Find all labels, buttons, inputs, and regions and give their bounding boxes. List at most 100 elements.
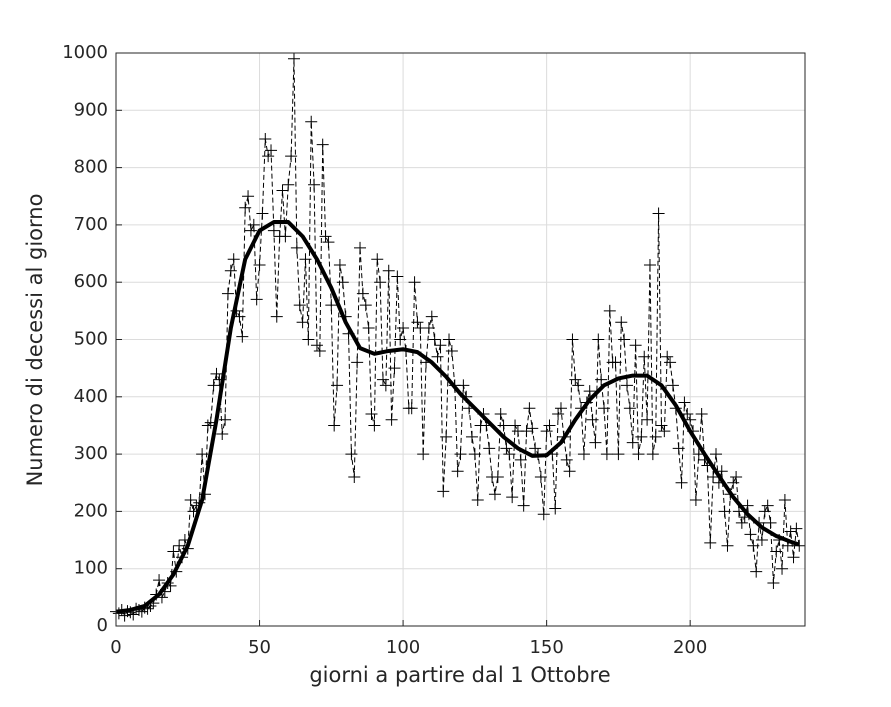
x-tick-label: 200 [673,637,707,658]
x-tick-label: 100 [386,637,420,658]
data-point [598,402,611,415]
data-point [595,373,608,386]
data-point [374,276,387,289]
data-point [618,333,631,346]
y-tick-label: 500 [74,329,108,350]
data-point [201,419,214,432]
data-point [569,373,582,386]
data-point [778,493,791,506]
data-point [454,448,467,461]
data-point [408,276,421,289]
data-point [638,350,651,363]
y-tick-label: 200 [74,500,108,521]
data-point [664,356,677,369]
data-point [626,436,639,449]
marks [110,52,806,622]
data-point [431,350,444,363]
data-point [308,178,321,191]
data-point [333,259,346,272]
data-point [388,362,401,375]
data-point [167,545,180,558]
data-point [600,448,613,461]
data-point [603,304,616,317]
data-point [224,264,237,277]
data-point [422,322,435,335]
data-point [689,493,702,506]
data-point [483,442,496,455]
data-point [704,536,717,549]
data-point [707,471,720,484]
data-point [293,299,306,312]
data-point [787,551,800,564]
data-point [437,485,450,498]
data-point [368,419,381,432]
data-point [262,150,275,163]
data-point [503,448,516,461]
data-point [227,253,240,266]
data-point [761,499,774,512]
data-point [629,339,642,352]
data-point [615,316,628,329]
data-point [549,502,562,515]
data-point [196,448,209,461]
data-point [345,448,358,461]
data-point [331,379,344,392]
data-point [279,230,292,243]
data-point [428,333,441,346]
data-point [348,471,361,484]
data-point [776,562,789,575]
data-point [356,287,369,300]
data-point [666,379,679,392]
data-point [313,344,326,357]
data-point [359,299,372,312]
data-point [735,516,748,529]
data-point [517,499,530,512]
data-point [534,471,547,484]
data-point [793,539,806,552]
data-point [741,499,754,512]
data-point [621,379,634,392]
data-point [153,574,166,587]
data-point [417,448,430,461]
data-point [465,430,478,443]
data-point [755,534,768,547]
y-tick-label: 400 [74,386,108,407]
data-point [540,425,553,438]
data-point [219,413,232,426]
data-point [589,436,602,449]
data-point [290,241,303,254]
data-point [537,508,550,521]
data-point [259,132,272,145]
data-point [216,428,229,441]
data-point [236,330,249,343]
data-point [509,419,522,432]
data-point [207,379,220,392]
data-point [371,253,384,266]
data-point [646,448,659,461]
data-point [173,539,186,552]
data-point [354,241,367,254]
y-tick-label: 300 [74,443,108,464]
data-point [577,448,590,461]
data-point [770,545,783,558]
data-point [445,344,458,357]
x-axis-label: giorni a partire dal 1 Ottobre [309,663,610,687]
data-point [609,356,622,369]
x-tick-label: 0 [110,637,121,658]
data-point [566,333,579,346]
data-point [310,339,323,352]
data-point [282,178,295,191]
data-point [764,516,777,529]
data-point [635,430,648,443]
data-point [336,276,349,289]
data-point [494,407,507,420]
data-point [397,322,410,335]
data-point [411,316,424,329]
data-point [253,259,266,272]
data-point [658,425,671,438]
data-point [184,493,197,506]
y-tick-label: 1000 [62,42,108,63]
data-point [652,207,665,220]
data-point [287,52,300,65]
